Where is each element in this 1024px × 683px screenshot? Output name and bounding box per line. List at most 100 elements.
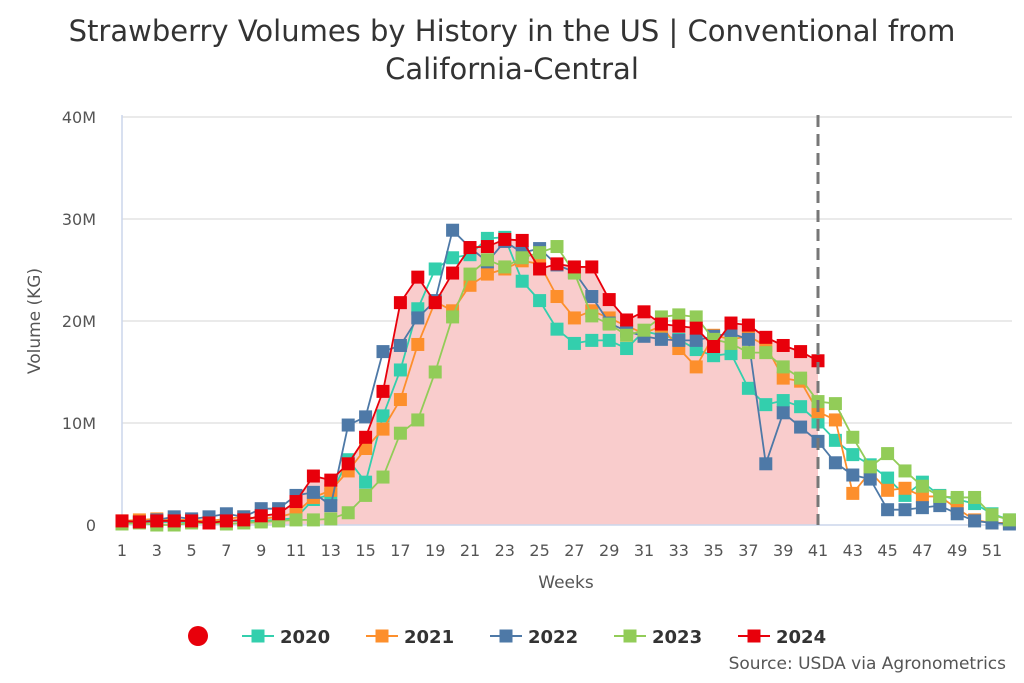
- point-2020: [359, 475, 373, 489]
- x-tick-label: 49: [947, 541, 967, 560]
- legend-item-2020[interactable]: 2020: [242, 627, 330, 648]
- point-2020: [550, 322, 564, 336]
- point-2020: [724, 347, 738, 361]
- legend-item-2021[interactable]: 2021: [366, 627, 454, 648]
- point-2020: [741, 381, 755, 395]
- point-2023: [950, 490, 964, 504]
- y-tick-label: 0: [86, 516, 96, 535]
- point-2024: [376, 384, 390, 398]
- point-2023: [689, 310, 703, 324]
- source-note: Source: USDA via Agronometrics: [728, 654, 1006, 674]
- point-2023: [741, 346, 755, 360]
- point-2021: [776, 371, 790, 385]
- chart-title: Strawberry Volumes by History in the US …: [68, 14, 956, 86]
- y-tick-label: 40M: [62, 108, 96, 127]
- point-2020: [567, 336, 581, 350]
- point-2021: [915, 489, 929, 503]
- point-2024: [132, 515, 146, 529]
- point-2024: [324, 473, 338, 487]
- point-2023: [933, 489, 947, 503]
- point-2024: [411, 270, 425, 284]
- point-2022: [915, 501, 929, 515]
- point-2024: [620, 313, 634, 327]
- point-2024: [428, 296, 442, 310]
- point-2023: [533, 246, 547, 260]
- legend-item-2024[interactable]: 2024: [738, 627, 826, 648]
- x-tick-label: 33: [669, 541, 689, 560]
- point-2024: [759, 330, 773, 344]
- point-2023: [898, 464, 912, 478]
- point-2020: [759, 398, 773, 412]
- x-tick-label: 39: [773, 541, 793, 560]
- point-2020: [620, 342, 634, 356]
- point-2024: [602, 293, 616, 307]
- point-2024: [393, 296, 407, 310]
- point-2022: [863, 472, 877, 486]
- point-2024: [306, 469, 320, 483]
- point-2022: [881, 503, 895, 517]
- legend-item-2023[interactable]: 2023: [614, 627, 702, 648]
- point-2022: [585, 290, 599, 304]
- point-2022: [759, 457, 773, 471]
- x-tick-label: 21: [460, 541, 480, 560]
- point-2024: [185, 514, 199, 528]
- point-2022: [376, 345, 390, 359]
- point-2024: [289, 495, 303, 509]
- point-2024: [480, 240, 494, 254]
- point-2021: [550, 290, 564, 304]
- x-tick-label: 51: [982, 541, 1002, 560]
- point-2021: [828, 413, 842, 427]
- x-tick-label: 17: [390, 541, 410, 560]
- point-2023: [515, 251, 529, 265]
- point-2024: [654, 317, 668, 331]
- point-2021: [359, 442, 373, 455]
- point-2023: [985, 508, 999, 522]
- point-2020: [602, 333, 616, 347]
- point-2022: [446, 223, 460, 237]
- point-2024: [811, 354, 825, 368]
- point-2023: [846, 430, 860, 444]
- x-tick-label: 47: [912, 541, 932, 560]
- x-tick-label: 3: [152, 541, 162, 560]
- x-tick-label: 27: [564, 541, 584, 560]
- point-2022: [689, 333, 703, 347]
- point-2024: [567, 260, 581, 274]
- point-2023: [794, 371, 808, 385]
- point-2022: [794, 420, 808, 434]
- point-2023: [498, 260, 512, 274]
- point-2023: [602, 317, 616, 331]
- legend-label: 2022: [528, 627, 578, 648]
- point-2023: [324, 512, 338, 526]
- point-2023: [968, 490, 982, 504]
- point-2024: [498, 232, 512, 246]
- point-2022: [741, 332, 755, 346]
- point-2021: [846, 486, 860, 500]
- x-tick-label: 25: [529, 541, 549, 560]
- point-2024: [463, 241, 477, 255]
- point-2023: [724, 336, 738, 350]
- point-2023: [341, 506, 355, 520]
- point-2022: [672, 333, 686, 347]
- point-2023: [915, 479, 929, 493]
- x-tick-label: 5: [187, 541, 197, 560]
- y-axis-label: Volume (KG): [25, 268, 45, 374]
- point-2022: [393, 338, 407, 352]
- point-2024: [707, 340, 721, 353]
- point-2020: [393, 363, 407, 377]
- legend-label: 2023: [652, 627, 702, 648]
- point-2020: [428, 262, 442, 276]
- line-2022: [122, 228, 1010, 525]
- point-2024: [150, 514, 164, 528]
- point-2021: [689, 360, 703, 374]
- legend-area-toggle: [188, 626, 208, 646]
- legend-marker: [747, 629, 761, 643]
- point-2024: [254, 509, 268, 523]
- point-2023: [480, 253, 494, 267]
- legend-item-2022[interactable]: 2022: [490, 627, 578, 648]
- legend: 2020 2021 2022 2023 2024: [188, 626, 826, 648]
- point-2023: [637, 323, 651, 337]
- point-2020: [794, 400, 808, 414]
- point-2024: [167, 514, 181, 528]
- legend-label: 2024: [776, 627, 826, 648]
